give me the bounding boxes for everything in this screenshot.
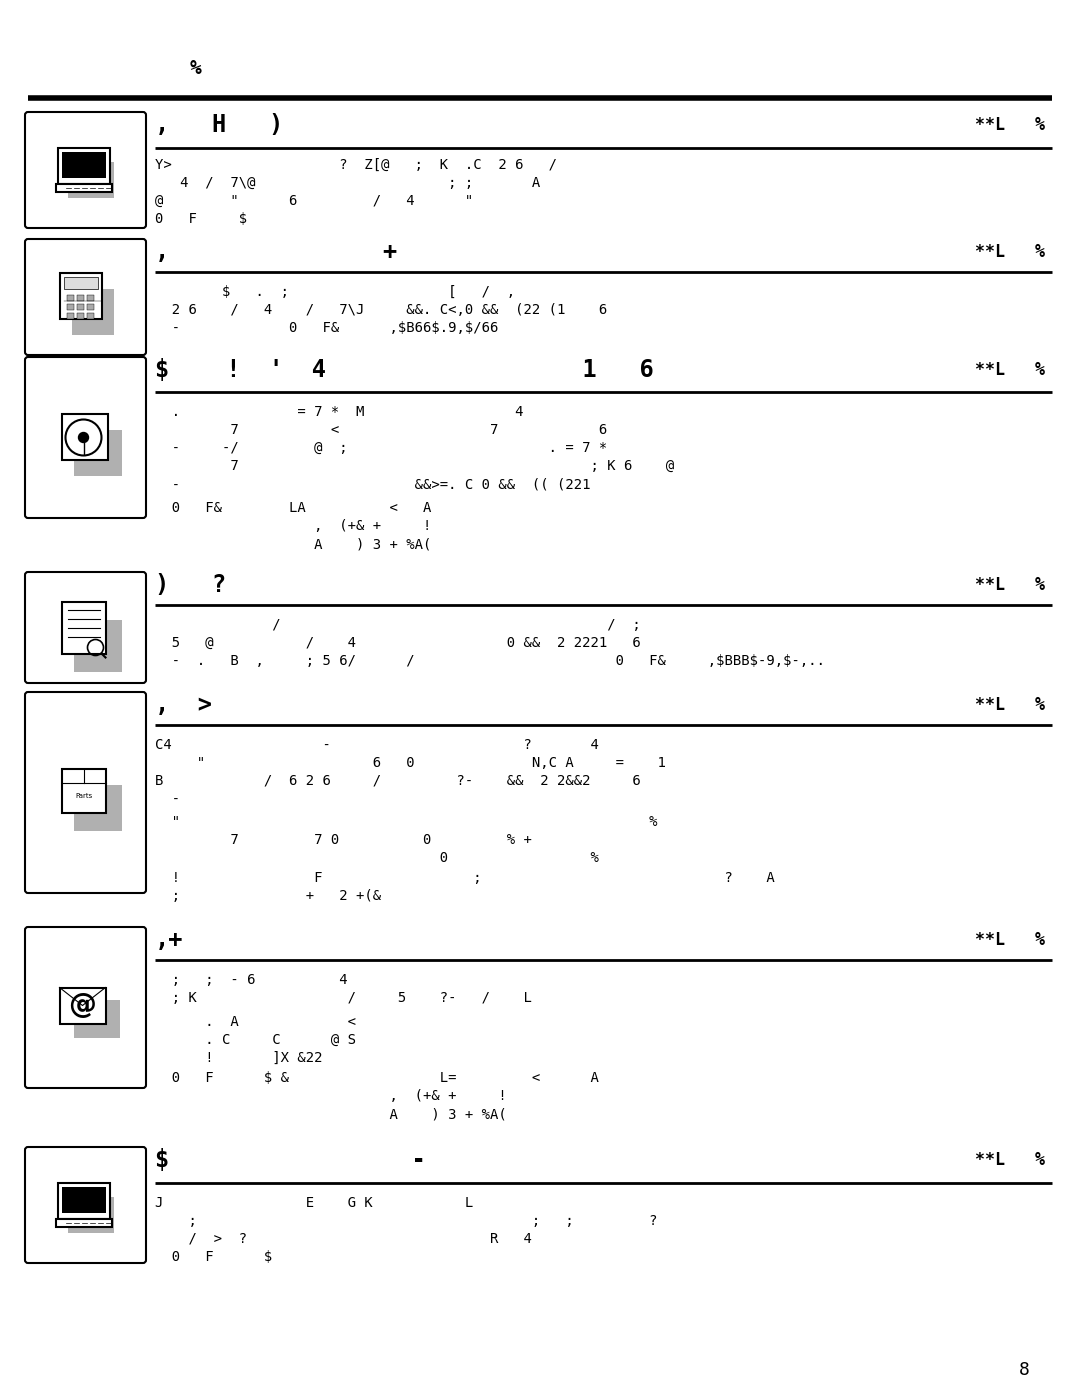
Text: ;               +   2 +(&: ; + 2 +(& [156,888,381,902]
FancyBboxPatch shape [25,928,146,1088]
Text: .              = 7 *  M                  4: . = 7 * M 4 [156,405,524,419]
Bar [59,988,106,1024]
Text: **L   %: **L % [975,243,1045,261]
Bar [67,1197,113,1234]
Bar [73,619,121,672]
FancyBboxPatch shape [25,112,146,228]
Text: ,               +: , + [156,240,397,264]
Text: 0   F      $ &                  L=         <      A: 0 F $ & L= < A [156,1071,599,1085]
Text: Y>                    ?  Z[@   ;  K  .C  2 6   /: Y> ? Z[@ ; K .C 2 6 / [156,158,557,172]
Text: **L   %: **L % [975,360,1045,379]
Text: /  >  ?                             R   4: / > ? R 4 [156,1232,531,1246]
Text: 2 6    /   4    /   7\J     &&. C<,0 &&  (22 (1    6: 2 6 / 4 / 7\J &&. C<,0 && (22 (1 6 [156,303,607,317]
FancyBboxPatch shape [25,571,146,683]
Text: 0   F      $: 0 F $ [156,1250,272,1264]
Text: 0   F&        LA          <   A: 0 F& LA < A [156,502,431,515]
Text: A    ) 3 + %A(: A ) 3 + %A( [156,1106,507,1120]
Text: -                            &&>=. C 0 &&  (( (221: - &&>=. C 0 && (( (221 [156,476,591,490]
Text: ,  >: , > [156,693,212,717]
Text: J                 E    G K           L: J E G K L [156,1196,473,1210]
Text: **L   %: **L % [975,1151,1045,1169]
Bar [64,277,97,289]
Text: Parts: Parts [75,793,92,799]
Bar [62,414,108,460]
Bar [67,313,73,319]
Text: /                                       /  ;: / / ; [156,617,640,631]
Bar [77,313,83,319]
Text: "                                                        %: " % [156,814,658,828]
Text: "                    6   0              N,C A     =    1: " 6 0 N,C A = 1 [156,756,666,770]
Circle shape [79,433,89,443]
FancyBboxPatch shape [25,358,146,518]
Text: 7           <                  7            6: 7 < 7 6 [156,423,607,437]
Text: ,  (+& +     !: , (+& + ! [156,520,431,534]
Bar [62,1187,106,1213]
Text: **L   %: **L % [975,116,1045,134]
Bar [62,152,106,177]
Text: @        "      6         /   4      ": @ " 6 / 4 " [156,194,473,208]
Text: 4  /  7\@                       ; ;       A: 4 / 7\@ ; ; A [156,176,540,190]
Bar [77,295,83,300]
Text: **L   %: **L % [975,930,1045,949]
Bar [77,305,83,310]
Text: 0   F     $: 0 F $ [156,212,247,226]
Bar [67,305,73,310]
Text: 8: 8 [1020,1361,1030,1379]
Text: **L   %: **L % [975,576,1045,594]
Bar [59,272,102,319]
Text: B            /  6 2 6     /         ?-    &&  2 2&&2     6: B / 6 2 6 / ?- && 2 2&&2 6 [156,774,640,788]
Bar [73,785,121,830]
FancyBboxPatch shape [25,1147,146,1263]
Bar [86,313,94,319]
Bar [71,289,113,335]
Bar [73,999,120,1038]
Text: ,   H   ): , H ) [156,113,283,137]
Text: !                F                  ;                             ?    A: ! F ; ? A [156,870,774,886]
Text: C4                  -                       ?       4: C4 - ? 4 [156,738,599,752]
Text: **L   %: **L % [975,696,1045,714]
Text: @: @ [68,992,96,1020]
Text: A    ) 3 + %A(: A ) 3 + %A( [156,536,431,550]
Bar [62,768,106,813]
Bar [73,429,121,475]
Text: )   ?: ) ? [156,573,226,597]
Text: 7         7 0          0         % +: 7 7 0 0 % + [156,833,531,847]
Text: %: % [189,59,201,77]
Text: .  A             <: . A < [156,1016,356,1030]
Bar [86,295,94,300]
Bar [62,602,106,654]
Text: $   .  ;                   [   /  ,: $ . ; [ / , [156,285,515,299]
FancyBboxPatch shape [25,692,146,893]
Text: $                 -: $ - [156,1148,426,1172]
Text: 0                 %: 0 % [156,851,599,865]
Bar [55,1220,111,1227]
Text: -             0   F&      ,$B66$.9,$/66: - 0 F& ,$B66$.9,$/66 [156,321,498,335]
FancyBboxPatch shape [25,239,146,355]
Bar [57,1183,109,1220]
Text: $    !  '  4                  1   6: $ ! ' 4 1 6 [156,358,653,381]
Bar [67,295,73,300]
Text: ; K                  /     5    ?-   /    L: ; K / 5 ?- / L [156,990,531,1004]
Text: ,  (+& +     !: , (+& + ! [156,1090,507,1104]
Text: ;   ;  - 6          4: ; ; - 6 4 [156,972,348,988]
Text: . C     C      @ S: . C C @ S [156,1032,356,1046]
Text: -     -/         @  ;                        . = 7 *: - -/ @ ; . = 7 * [156,441,607,455]
Text: -: - [156,792,180,806]
Text: !       ]X &22: ! ]X &22 [156,1051,323,1065]
Text: ;                                        ;   ;         ?: ; ; ; ? [156,1214,658,1228]
Bar [67,162,113,198]
Text: ,+: ,+ [156,928,184,951]
Text: -  .   B  ,     ; 5 6/      /                        0   F&     ,$BBB$-9,$-,..: - . B , ; 5 6/ / 0 F& ,$BBB$-9,$-,.. [156,654,825,668]
Bar [86,305,94,310]
Text: 7                                          ; K 6    @: 7 ; K 6 @ [156,460,674,474]
Bar [57,148,109,184]
Bar [55,184,111,191]
Text: 5   @           /    4                  0 &&  2 2221   6: 5 @ / 4 0 && 2 2221 6 [156,636,640,650]
